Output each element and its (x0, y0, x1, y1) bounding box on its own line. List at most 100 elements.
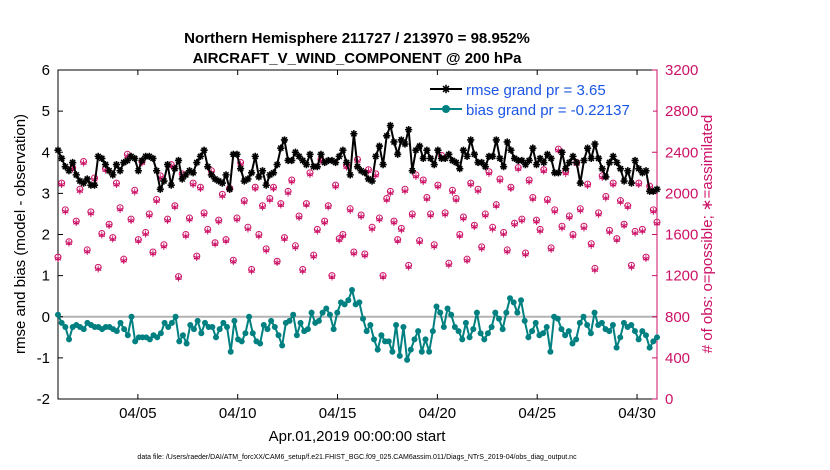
rmse-point (426, 154, 435, 163)
obs-possible-point (332, 181, 340, 189)
bias-point (473, 309, 480, 316)
obs-assimilated-point: ∗ (397, 223, 406, 236)
obs-assimilated-point: ∗ (265, 194, 274, 207)
y2-tick-label: 2800 (665, 103, 698, 120)
obs-possible-point (310, 251, 318, 259)
obs-assimilated-point: ∗ (404, 260, 413, 273)
bias-point (194, 317, 201, 324)
bias-point (224, 324, 231, 331)
obs-possible-point (427, 210, 435, 218)
rmse-point (474, 158, 482, 167)
rmse-point (591, 140, 599, 148)
y-tick-label: 1 (42, 268, 50, 285)
obs-assimilated-point: ∗ (108, 233, 117, 246)
obs-assimilated-point: ∗ (565, 211, 574, 224)
obs-assimilated-point: ∗ (247, 264, 256, 277)
chart-title: Northern Hemisphere 211727 / 213970 = 98… (184, 30, 530, 47)
bias-point (466, 334, 473, 341)
obs-assimilated-point: ∗ (342, 161, 351, 174)
y-tick-label: 5 (42, 103, 50, 120)
obs-assimilated-point: ∗ (532, 215, 541, 228)
obs-possible-point (295, 212, 303, 220)
rmse-point (215, 177, 223, 185)
bias-point (319, 309, 326, 316)
obs-possible-point (248, 265, 256, 273)
obs-assimilated-point: ∗ (53, 252, 62, 265)
obs-assimilated-point: ∗ (375, 213, 384, 226)
bias-point (345, 297, 352, 304)
bias-point (451, 324, 458, 331)
rmse-point (383, 132, 391, 140)
bias-point (198, 330, 205, 337)
rmse-point (510, 154, 519, 163)
obs-assimilated-point: ∗ (338, 230, 347, 243)
bias-point (168, 319, 175, 326)
bias-point (540, 330, 547, 337)
obs-assimilated-point: ∗ (148, 247, 157, 260)
bias-point (499, 326, 506, 333)
bias-point (187, 321, 194, 328)
rmse-point (514, 156, 522, 165)
x-tick-label: 04/30 (618, 405, 656, 422)
rmse-point (240, 177, 248, 185)
obs-assimilated-point: ∗ (499, 227, 508, 240)
y2-tick-label: 800 (665, 309, 690, 326)
obs-possible-point (576, 205, 584, 213)
obs-possible-point (375, 214, 383, 222)
obs-assimilated-point: ∗ (240, 196, 249, 209)
rmse-point (459, 146, 468, 154)
obs-possible-point (368, 223, 376, 231)
rmse-point (638, 169, 646, 177)
obs-possible-point (532, 216, 540, 224)
obs-assimilated-point: ∗ (652, 217, 661, 230)
obs-possible-point (386, 187, 394, 195)
obs-assimilated-point: ∗ (199, 208, 208, 221)
rmse-point (255, 173, 263, 181)
obs-possible-point (83, 246, 91, 254)
rmse-point (185, 167, 194, 175)
rmse-point (372, 152, 380, 160)
obs-assimilated-point: ∗ (181, 230, 190, 243)
rmse-point (233, 150, 241, 158)
obs-possible-point (229, 256, 237, 264)
bias-point (367, 321, 374, 328)
obs-possible-point (185, 214, 193, 222)
bias-point (304, 326, 311, 333)
bias-point (334, 309, 341, 316)
y-tick-label: 4 (42, 144, 50, 161)
rmse-point (496, 154, 504, 163)
obs-possible-point (591, 264, 599, 272)
obs-possible-point (514, 164, 522, 172)
rmse-point (321, 158, 329, 167)
obs-possible-point (280, 234, 288, 242)
obs-assimilated-point: ∗ (415, 236, 424, 249)
obs-assimilated-point: ∗ (170, 201, 179, 214)
bias-point (80, 326, 87, 333)
obs-possible-point (251, 183, 259, 191)
obs-possible-point (649, 206, 657, 214)
obs-possible-point (496, 175, 504, 183)
rmse-point (642, 167, 650, 175)
bias-point (128, 313, 135, 320)
obs-assimilated-point: ∗ (510, 218, 519, 231)
obs-possible-point (518, 215, 526, 223)
obs-possible-point (134, 236, 142, 244)
obs-possible-point (595, 209, 603, 217)
rmse-point (65, 167, 73, 175)
obs-assimilated-point: ∗ (554, 144, 563, 157)
obs-possible-point (452, 195, 460, 203)
rmse-point (76, 177, 84, 185)
bias-point (268, 317, 275, 324)
bias-point (275, 332, 282, 339)
obs-possible-point (189, 179, 197, 187)
obs-assimilated-point: ∗ (126, 214, 135, 227)
bias-point (121, 326, 128, 333)
bias-point (418, 348, 425, 355)
obs-assimilated-point: ∗ (638, 224, 647, 237)
x-tick-label: 04/20 (419, 405, 457, 422)
obs-assimilated-point: ∗ (309, 250, 318, 263)
rmse-point (310, 163, 318, 171)
bias-point (565, 328, 572, 335)
obs-possible-point (269, 183, 277, 191)
